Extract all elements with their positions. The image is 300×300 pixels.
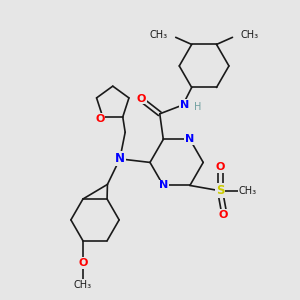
Text: O: O <box>219 209 228 220</box>
Text: O: O <box>78 258 88 268</box>
Text: N: N <box>185 134 194 144</box>
Text: N: N <box>115 152 125 165</box>
Text: N: N <box>159 181 168 190</box>
Text: CH₃: CH₃ <box>238 186 256 196</box>
Text: O: O <box>136 94 146 103</box>
Text: CH₃: CH₃ <box>74 280 92 290</box>
Text: S: S <box>216 184 224 197</box>
Text: O: O <box>95 114 105 124</box>
Text: H: H <box>194 102 201 112</box>
Text: CH₃: CH₃ <box>240 29 258 40</box>
Text: N: N <box>180 100 189 110</box>
Text: O: O <box>215 162 225 172</box>
Text: CH₃: CH₃ <box>150 29 168 40</box>
